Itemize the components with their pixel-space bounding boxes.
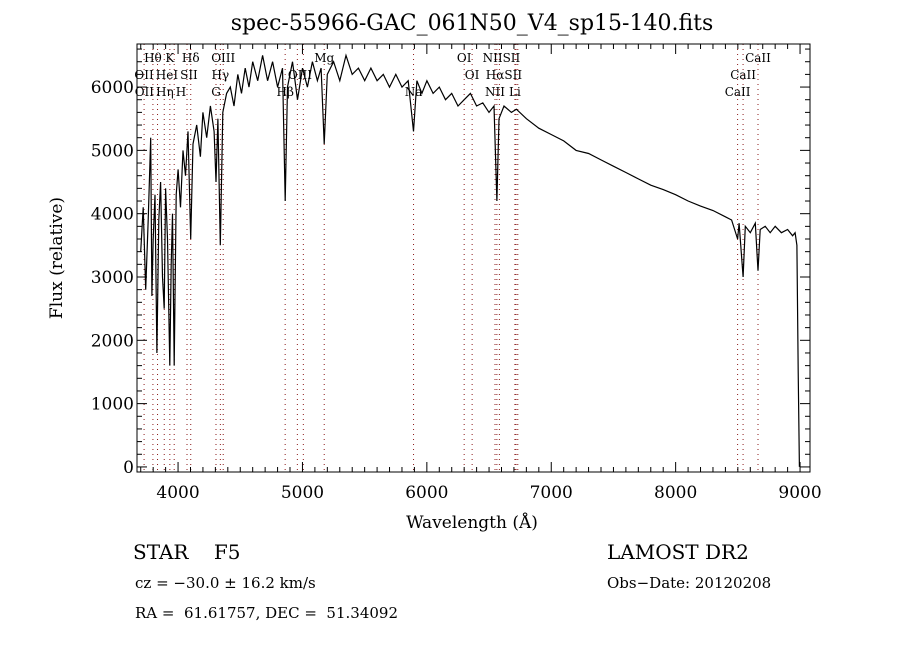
line-label: OII <box>135 85 155 99</box>
line-label: K <box>165 51 175 65</box>
x-tick-label: 5000 <box>281 483 324 503</box>
x-tick-label: 4000 <box>156 483 199 503</box>
line-label: Hδ <box>182 51 200 65</box>
line-label: OII <box>134 68 154 82</box>
line-label: CaII <box>725 85 751 99</box>
x-axis-label: Wavelength (Å) <box>406 512 538 533</box>
line-label: H <box>176 85 186 99</box>
line-label: NIISII <box>483 51 521 65</box>
line-label: CaII <box>745 51 771 65</box>
line-label: SII <box>180 68 198 82</box>
line-label: HαSII <box>486 68 523 82</box>
line-label: OIII <box>211 51 235 65</box>
y-tick-label: 3000 <box>91 268 134 288</box>
y-tick-label: 1000 <box>91 395 134 415</box>
line-label: G <box>211 85 221 99</box>
y-tick-label: 6000 <box>91 78 134 98</box>
line-label: Hη <box>156 85 174 99</box>
line-label: Mg <box>314 51 334 65</box>
line-label: OIII <box>288 68 312 82</box>
coordinates-text: RA = 61.61757, DEC = 51.34092 <box>135 604 399 622</box>
line-label: Hβ <box>277 85 294 99</box>
y-axis-label: Flux (relative) <box>47 197 67 319</box>
redshift-text: cz = −30.0 ± 16.2 km/s <box>135 574 316 592</box>
x-tick-label: 9000 <box>778 483 821 503</box>
line-label: CaII <box>730 68 756 82</box>
x-tick-label: 7000 <box>530 483 573 503</box>
y-tick-label: 0 <box>123 458 134 478</box>
line-label: Na <box>405 85 423 99</box>
x-tick-label: 6000 <box>405 483 448 503</box>
spectrum-line <box>140 53 800 467</box>
survey-name: LAMOST DR2 <box>607 540 749 564</box>
line-label: Hγ <box>212 68 230 82</box>
plot-frame <box>136 43 811 473</box>
obs-date: Obs−Date: 20120208 <box>607 574 772 592</box>
line-label: Hθ <box>144 51 162 65</box>
chart-title: spec-55966-GAC_061N50_V4_sp15-140.fits <box>231 11 714 36</box>
line-label: OI <box>457 51 472 65</box>
line-label: NII <box>485 85 505 99</box>
y-tick-label: 5000 <box>91 141 134 161</box>
line-label: OI <box>465 68 480 82</box>
object-class: STAR F5 <box>133 540 241 564</box>
x-tick-label: 8000 <box>654 483 697 503</box>
line-label: HeI <box>156 68 179 82</box>
y-tick-label: 4000 <box>91 205 134 225</box>
line-label: Li <box>509 85 521 99</box>
y-tick-label: 2000 <box>91 331 134 351</box>
